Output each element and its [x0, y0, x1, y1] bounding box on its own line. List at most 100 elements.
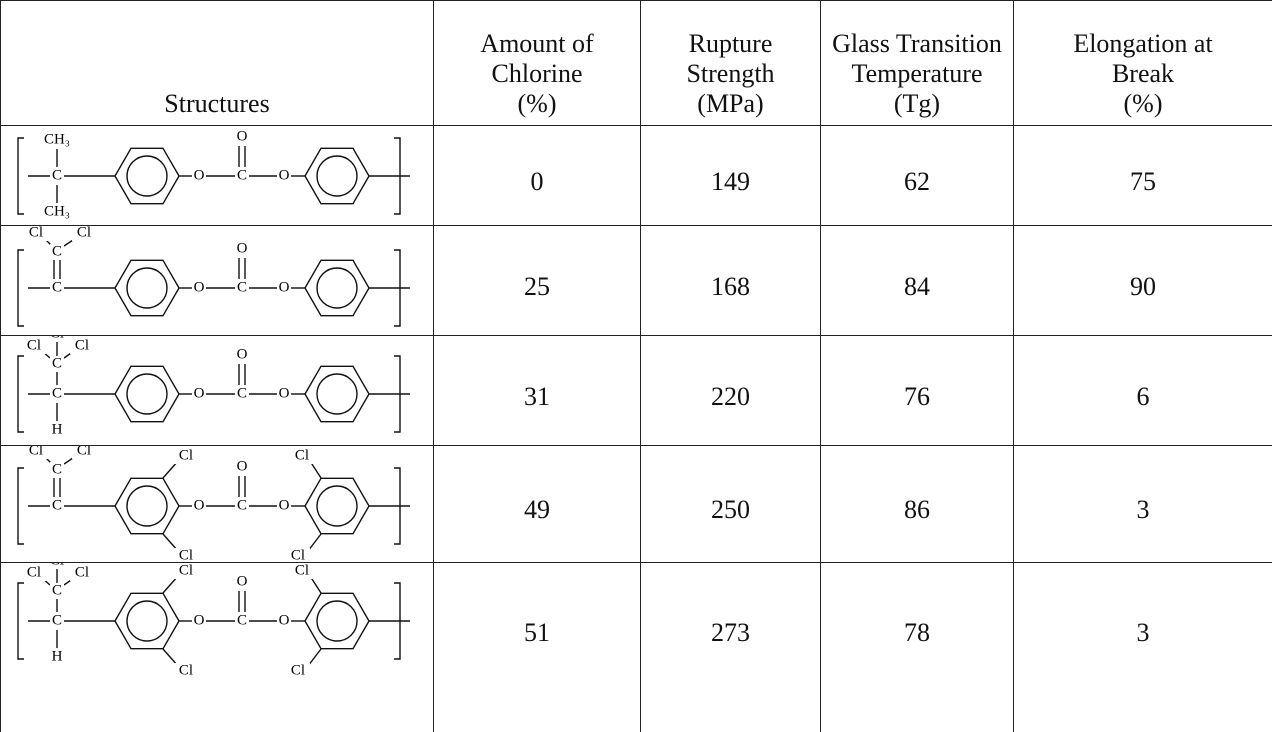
ring-circle: [316, 600, 358, 642]
atom-mask: [40, 204, 74, 220]
atom-mask: [50, 583, 64, 599]
atom-label: C: [52, 243, 62, 259]
cell-value: 76: [904, 381, 930, 411]
bracket: [17, 467, 24, 545]
cell-value: 273: [711, 618, 750, 647]
atom-label: C: [237, 497, 247, 513]
atom-label: Cl: [291, 662, 305, 678]
atom-label: Cl: [27, 564, 41, 580]
header-line: Structures: [164, 89, 270, 118]
ring: [114, 477, 180, 535]
cell-value: 6: [1136, 381, 1150, 411]
cell-value: 62: [904, 166, 930, 196]
cell-value: 220: [711, 381, 750, 411]
atom-mask: [277, 386, 291, 402]
ring: [304, 365, 370, 423]
table-cell: 220: [641, 336, 821, 446]
atom-mask: [24, 226, 48, 241]
header-line: Amount of: [480, 29, 594, 58]
cell-value: 75: [1130, 166, 1156, 196]
ring: [114, 147, 180, 205]
atom-mask: [290, 563, 314, 579]
atom-label: C: [52, 497, 62, 513]
atom-label: Cl: [179, 662, 193, 678]
atom-label: O: [279, 279, 290, 295]
atom-mask: [70, 338, 94, 354]
ring-circle: [126, 600, 168, 642]
atom-mask: [192, 386, 206, 402]
ring-circle: [126, 373, 168, 415]
atom-mask: [174, 448, 198, 464]
header-line: Temperature: [851, 59, 983, 88]
ring-circle: [316, 267, 358, 309]
atom-label: Cl: [179, 447, 193, 463]
table-cell: 51: [434, 563, 641, 732]
atom-label: Cl: [77, 226, 91, 240]
atom-label: H: [52, 648, 63, 664]
bracket: [17, 582, 24, 660]
atom-mask: [235, 168, 249, 184]
atom-label: O: [194, 612, 205, 628]
atom-label: C: [237, 612, 247, 628]
table-cell: 168: [641, 226, 821, 336]
table-cell: 0: [434, 126, 641, 226]
header-line: Glass Transition: [832, 29, 1002, 58]
ring-circle: [316, 485, 358, 527]
ring: [304, 477, 370, 535]
atom-mask: [235, 498, 249, 514]
atom-label: O: [237, 240, 248, 256]
atom-mask: [50, 168, 64, 184]
atom-mask: [235, 129, 249, 145]
atom-label: H: [52, 421, 63, 437]
atom-mask: [24, 446, 48, 459]
atom-label: O: [194, 497, 205, 513]
atom-mask: [192, 280, 206, 296]
atom-mask: [290, 448, 314, 464]
atom-label: CH₃: [44, 203, 70, 219]
ring-circle: [316, 155, 358, 197]
ring-circle: [126, 267, 168, 309]
atom-mask: [50, 422, 64, 438]
bond: [307, 648, 322, 667]
table-cell: 86: [821, 446, 1014, 563]
atom-mask: [235, 386, 249, 402]
atom-mask: [50, 356, 64, 372]
cell-value: 86: [904, 495, 930, 524]
atom-mask: [50, 462, 64, 478]
atom-label: O: [194, 279, 205, 295]
structure: Cl Cl C C O C O O Cl Cl Cl Cl: [17, 446, 410, 562]
structure: Cl Cl C C O C O O: [17, 226, 410, 327]
atom-mask: [277, 168, 291, 184]
atom-mask: [192, 498, 206, 514]
ring-circle: [126, 155, 168, 197]
bond: [307, 533, 322, 552]
atom-mask: [235, 574, 249, 590]
atom-label: Cl: [29, 226, 43, 240]
atom-mask: [235, 280, 249, 296]
atom-label: Cl: [179, 547, 193, 562]
ring: [304, 259, 370, 317]
atom-label: CH₃: [44, 131, 70, 147]
atom-label: C: [237, 385, 247, 401]
atom-mask: [50, 649, 64, 665]
bracket: [17, 137, 24, 215]
atom-mask: [50, 280, 64, 296]
atom-label: O: [237, 128, 248, 144]
table-cell: Cl Cl C C O C O O Cl Cl Cl Cl: [1, 446, 434, 563]
atom-label: O: [279, 167, 290, 183]
atom-label: C: [52, 612, 62, 628]
atom-label: O: [279, 497, 290, 513]
atom-label: Cl: [77, 446, 91, 458]
atom-mask: [174, 563, 198, 579]
cell-value: 51: [524, 618, 550, 647]
atom-mask: [192, 613, 206, 629]
atom-label: O: [194, 167, 205, 183]
atom-label: O: [237, 346, 248, 362]
table-cell: 78: [821, 563, 1014, 732]
atom-mask: [50, 244, 64, 260]
table-cell: 75: [1014, 126, 1272, 226]
atom-mask: [277, 280, 291, 296]
atom-mask: [174, 548, 198, 562]
atom-mask: [72, 226, 96, 241]
header-line: (%): [1123, 89, 1163, 118]
